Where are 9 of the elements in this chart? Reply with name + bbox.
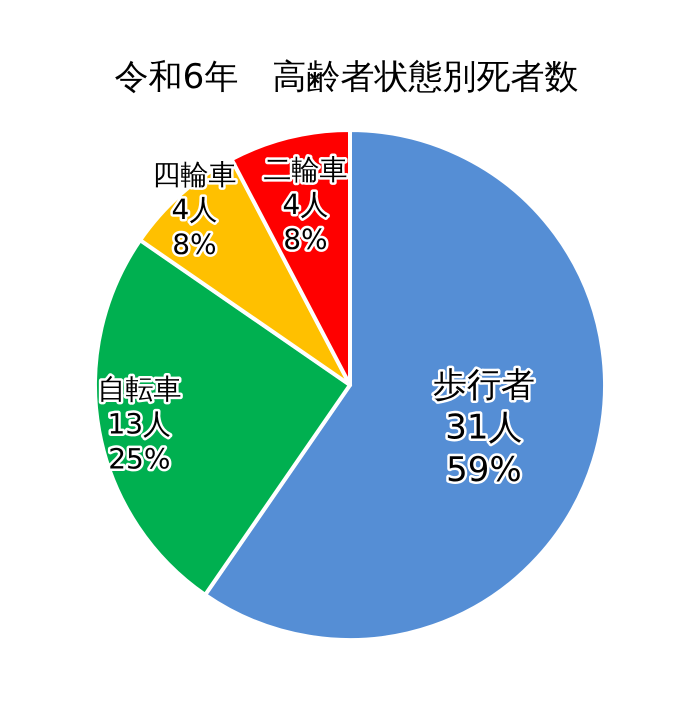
data-label: 4人 8% [172,193,218,262]
slice-label: 二輪車 [263,153,348,186]
data-label: 31人 59% [445,408,523,490]
slice-label: 四輪車 [152,158,236,192]
chart-title: 令和6年 高齢者状態別死者数 [114,57,578,97]
slice-label: 歩行者 [432,365,535,406]
data-label: 4人 8% [282,188,328,256]
data-label: 13人 25% [107,407,172,476]
slice-label: 自転車 [97,372,182,406]
